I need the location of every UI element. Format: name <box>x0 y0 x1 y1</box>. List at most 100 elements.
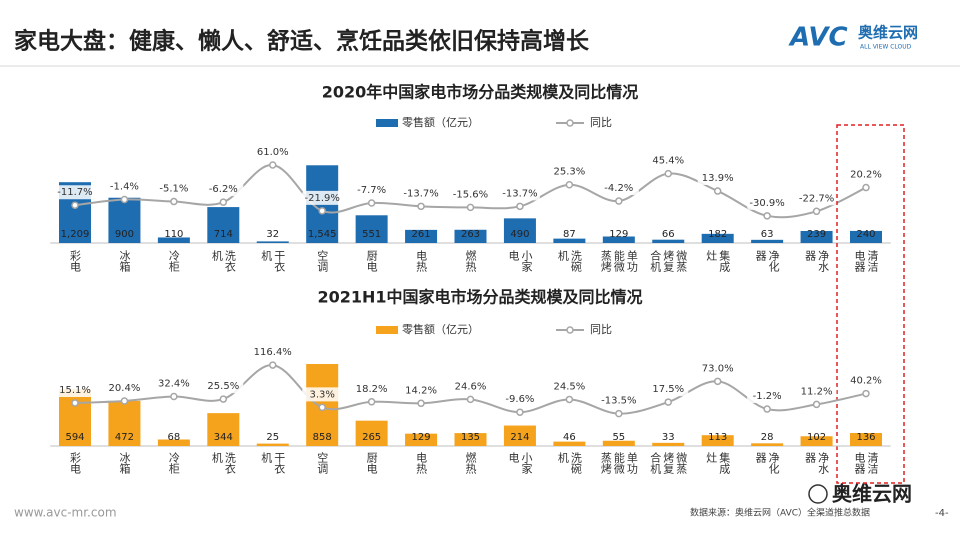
bar <box>751 239 784 243</box>
growth-point <box>367 398 376 406</box>
x-tick-label: 微蒸烤复合机 <box>648 250 688 272</box>
x-tick-label: 净化器 <box>754 250 781 272</box>
growth-label: 61.0% <box>257 147 289 158</box>
bar <box>355 420 388 446</box>
bar-value-label: 239 <box>807 229 826 240</box>
growth-point <box>615 409 623 418</box>
growth-label: 73.0% <box>702 363 734 374</box>
growth-label-box <box>351 182 392 197</box>
growth-label-box <box>55 185 95 200</box>
bar-value-label: 129 <box>412 432 431 443</box>
growth-label-box <box>203 182 244 197</box>
x-tick-label: 微蒸烤复合机 <box>648 452 688 474</box>
bar <box>405 229 438 243</box>
slide-title: 家电大盘：健康、懒人、舒适、烹饪品类依旧保持高增长 <box>14 28 590 55</box>
growth-label: 13.9% <box>702 173 734 184</box>
x-tick-label: 洗碗机 <box>556 452 583 474</box>
bar <box>108 197 141 243</box>
growth-label: 32.4% <box>158 378 190 389</box>
growth-label-box <box>153 376 194 391</box>
growth-label-box <box>252 144 293 159</box>
growth-point <box>516 408 524 416</box>
growth-point <box>812 400 821 409</box>
growth-label: 15.1% <box>59 385 91 396</box>
growth-label: -7.7% <box>357 185 386 196</box>
bar <box>751 443 784 446</box>
bar-value-label: 110 <box>164 229 183 240</box>
growth-label-box <box>203 379 244 394</box>
growth-label-box <box>499 392 540 407</box>
growth-label-box <box>104 380 145 395</box>
bar-value-label: 858 <box>313 432 332 443</box>
x-tick-label: 清洁电器 <box>853 250 879 272</box>
bar-value-label: 135 <box>461 432 480 443</box>
x-tick-label: 冰箱 <box>117 250 131 272</box>
x-tick-label: 净化器 <box>754 452 781 474</box>
bar-value-label: 900 <box>115 229 134 240</box>
growth-point <box>565 180 574 189</box>
bar <box>850 230 882 243</box>
bar <box>405 433 438 446</box>
bar-value-label: 261 <box>412 229 431 240</box>
bar <box>652 442 685 446</box>
x-tick-label: 空调 <box>315 452 329 474</box>
bar-value-label: 490 <box>510 229 529 240</box>
bar <box>207 413 240 446</box>
bar-value-label: 594 <box>65 432 84 443</box>
bar <box>701 435 734 446</box>
bar <box>207 207 240 243</box>
growth-label-box <box>302 387 343 402</box>
legend-swatch <box>376 119 398 127</box>
growth-point <box>367 199 376 207</box>
growth-label: 25.3% <box>553 167 585 178</box>
bar-value-label: 68 <box>168 432 181 443</box>
growth-label-box <box>697 361 738 376</box>
bar <box>355 215 388 243</box>
highlight-box <box>836 124 905 484</box>
growth-point <box>269 161 277 169</box>
x-tick-label: 冰箱 <box>117 452 131 474</box>
x-tick-label: 单功能微蒸烤 <box>599 452 639 474</box>
growth-label-box <box>747 195 788 210</box>
growth-label: 14.2% <box>405 385 437 396</box>
growth-point <box>812 207 821 216</box>
growth-point <box>318 207 326 215</box>
footer-url: www.avc-mr.com <box>14 506 117 520</box>
growth-point <box>763 405 771 413</box>
bar <box>256 443 289 446</box>
growth-point <box>664 169 672 178</box>
bar <box>503 425 536 446</box>
bar <box>454 229 487 243</box>
bar <box>800 230 833 243</box>
growth-label: -4.2% <box>604 183 633 194</box>
growth-label: -21.9% <box>304 193 339 204</box>
x-tick-label: 洗衣机 <box>210 452 237 474</box>
growth-label-box <box>450 187 491 202</box>
bar <box>157 439 190 446</box>
bar <box>701 233 734 243</box>
growth-label-box <box>846 373 886 388</box>
bar-value-label: 714 <box>214 229 233 240</box>
growth-point <box>713 187 722 195</box>
x-tick-label: 集成灶 <box>704 452 731 474</box>
growth-point <box>71 399 79 407</box>
legend-label: 同比 <box>590 323 612 336</box>
growth-label-box <box>648 382 689 397</box>
bar <box>256 241 289 243</box>
bar-value-label: 113 <box>708 432 727 443</box>
growth-label: -15.6% <box>453 189 488 200</box>
growth-label-box <box>598 181 639 196</box>
growth-label-box <box>252 345 293 360</box>
growth-label: 45.4% <box>652 156 684 167</box>
growth-label: -9.6% <box>505 394 534 405</box>
bar-value-label: 46 <box>563 432 576 443</box>
bar <box>59 389 91 446</box>
growth-label-box <box>549 379 590 394</box>
growth-point <box>565 395 574 404</box>
x-tick-label: 小家电 <box>506 452 533 474</box>
bar <box>602 440 635 446</box>
bar <box>652 239 685 243</box>
x-tick-label: 洗衣机 <box>210 250 237 272</box>
x-tick-label: 净水器 <box>803 452 830 474</box>
growth-label: -22.7% <box>799 193 834 204</box>
